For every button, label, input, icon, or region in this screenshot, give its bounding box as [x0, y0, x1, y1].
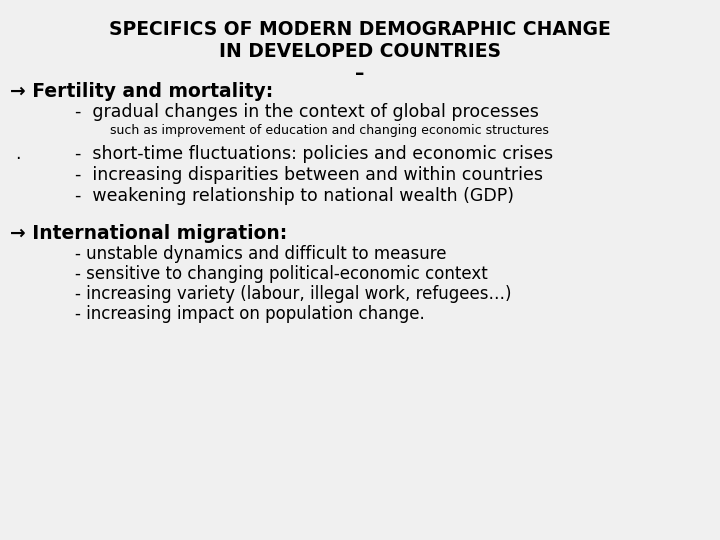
Text: - increasing variety (labour, illegal work, refugees…): - increasing variety (labour, illegal wo…	[75, 285, 511, 303]
Text: such as improvement of education and changing economic structures: such as improvement of education and cha…	[110, 124, 549, 137]
Text: IN DEVELOPED COUNTRIES: IN DEVELOPED COUNTRIES	[219, 42, 501, 61]
Text: -  increasing disparities between and within countries: - increasing disparities between and wit…	[75, 166, 543, 184]
Text: .: .	[15, 145, 20, 163]
Text: -  gradual changes in the context of global processes: - gradual changes in the context of glob…	[75, 103, 539, 121]
Text: –: –	[355, 64, 365, 83]
Text: → Fertility and mortality:: → Fertility and mortality:	[10, 82, 274, 101]
Text: - increasing impact on population change.: - increasing impact on population change…	[75, 305, 425, 323]
Text: -  short-time fluctuations: policies and economic crises: - short-time fluctuations: policies and …	[75, 145, 553, 163]
Text: SPECIFICS OF MODERN DEMOGRAPHIC CHANGE: SPECIFICS OF MODERN DEMOGRAPHIC CHANGE	[109, 20, 611, 39]
Text: → International migration:: → International migration:	[10, 224, 287, 243]
Text: - unstable dynamics and difficult to measure: - unstable dynamics and difficult to mea…	[75, 245, 446, 263]
Text: -  weakening relationship to national wealth (GDP): - weakening relationship to national wea…	[75, 187, 514, 205]
Text: - sensitive to changing political-economic context: - sensitive to changing political-econom…	[75, 265, 487, 283]
